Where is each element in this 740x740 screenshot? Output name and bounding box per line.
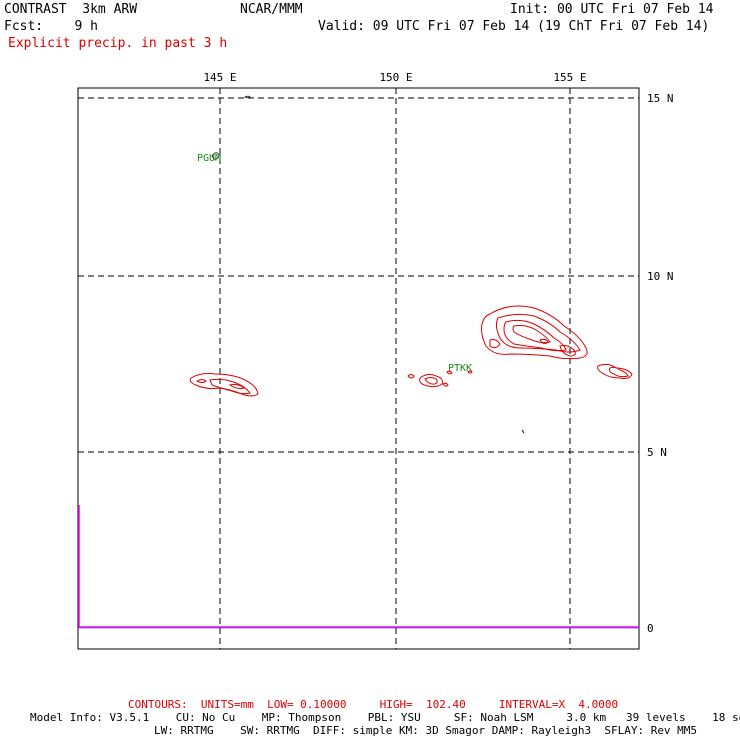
precip-contour-east-outer	[481, 305, 588, 360]
precip-contour-fareast-inner	[609, 366, 629, 378]
lon-label-155e: 155 E	[553, 71, 586, 84]
precip-contour-central-cell	[407, 374, 415, 379]
guam-outline	[211, 152, 220, 160]
init-time: Init: 00 UTC Fri 07 Feb 14	[510, 2, 714, 17]
lon-gridlines	[219, 88, 571, 649]
precip-contour-central-inner	[424, 377, 438, 385]
precip-contour-east-4	[512, 325, 551, 344]
precip-contour-central-small-2	[446, 370, 453, 375]
map-frame	[77, 87, 640, 650]
lon-label-145e: 145 E	[203, 71, 236, 84]
precip-contour-east-3	[503, 319, 567, 352]
lat-label-10n: 10 N	[647, 270, 674, 283]
precip-contour-central-small-1	[442, 382, 449, 387]
model-info: Model Info: V3.5.1 CU: No Cu MP: Thompso…	[30, 711, 740, 724]
lat-label-0: 0	[647, 622, 654, 635]
precip-contour-west-core	[228, 383, 246, 390]
precip-contours	[189, 305, 633, 397]
physics-info: LW: RRTMG SW: RRTMG DIFF: simple KM: 3D …	[154, 724, 698, 737]
field-name: Explicit precip. in past 3 h	[8, 36, 228, 51]
station-label-ptkk: PTKK	[448, 363, 472, 374]
model-title: CONTRAST 3km ARW	[4, 2, 138, 17]
precip-contour-east-tail	[559, 345, 576, 357]
valid-time: Valid: 09 UTC Fri 07 Feb 14 (19 ChT Fri …	[318, 19, 710, 34]
precip-contour-west-inner	[209, 378, 251, 395]
forecast-hour: Fcst: 9 h	[4, 19, 98, 34]
precip-contour-central-outer	[419, 373, 443, 388]
precip-contour-east-cell-2	[539, 338, 549, 345]
precip-contour-east-2	[495, 313, 581, 353]
lat-label-15n: 15 N	[647, 92, 674, 105]
contour-info: CONTOURS: UNITS=mm LOW= 0.10000 HIGH= 10…	[128, 698, 619, 711]
lat-label-5n: 5 N	[647, 446, 667, 459]
lat-gridlines	[78, 97, 639, 453]
org-label: NCAR/MMM	[240, 2, 303, 17]
precip-contour-east-cell-1	[489, 339, 501, 349]
precip-contour-west-outer	[189, 373, 259, 397]
precip-contour-central-small-3	[467, 370, 473, 374]
island-outline	[243, 95, 251, 99]
precip-contour-west-cell	[195, 379, 207, 383]
station-label-pgum: PGUM	[197, 153, 221, 164]
lon-label-150e: 150 E	[379, 71, 412, 84]
domain-boundary-line	[78, 505, 639, 628]
atoll-outline	[521, 429, 525, 434]
